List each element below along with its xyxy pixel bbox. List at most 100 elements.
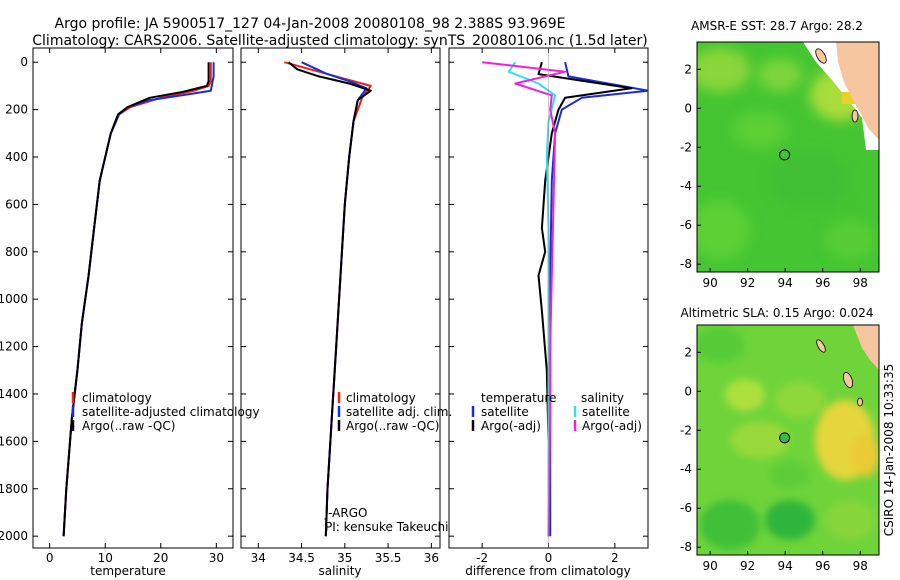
map-y-tick-label: -4 [680,179,692,193]
figure-title-line2: Climatology: CARS2006. Satellite-adjuste… [32,33,647,49]
sst-island [815,48,827,64]
map-x-tick-label: 98 [853,276,868,290]
sla-map-axes: 90 92 94 96 98 2 0 -2 -4 -6 -8 [680,345,868,573]
map-y-tick-label: 0 [684,384,692,398]
pi-label: PI: kensuke Takeuchi [325,520,448,534]
temperature-axes-frame [32,47,234,549]
y-tick-label: 0 [20,55,28,69]
sla-map-title: Altimetric SLA: 0.15 Argo: 0.024 [680,306,873,320]
x-tick-label: -2 [476,551,488,565]
difference-legend-temp-satellite: satellite [481,405,529,419]
map-x-tick-label: 90 [702,276,717,290]
map-x-tick-label: 90 [702,559,717,573]
sla-island [857,397,863,407]
sst-map-title: AMSR-E SST: 28.7 Argo: 28.2 [691,19,863,33]
difference-lines [482,48,648,548]
map-x-tick-label: 96 [815,276,830,290]
salinity-panel: 34 34.5 35 35.5 36 salinity climatology sate… [240,47,452,578]
y-tick-label: 1000 [0,292,28,306]
temperature-xlabel: temperature [90,564,165,578]
figure-title-line1: Argo profile: JA 5900517_127 04-Jan-2008… [55,16,566,32]
salinity-x-axis: 34 34.5 35 35.5 36 [241,48,440,565]
map-x-tick-label: 94 [778,276,793,290]
map-x-tick-label: 92 [740,559,755,573]
y-tick-label: 200 [5,103,28,117]
x-tick-label: 35 [337,551,352,565]
y-tick-label: 400 [5,150,28,164]
temperature-legend-argo: Argo(..raw -QC) [82,419,175,433]
x-tick-label: 10 [98,551,113,565]
sla-map-frame [696,324,880,556]
sst-map-field [697,42,879,272]
sst-island [851,109,859,123]
temperature-lines [62,62,215,537]
sla-shading [697,327,879,550]
map-x-tick-label: 98 [853,559,868,573]
map-y-tick-label: -2 [680,423,692,437]
series-line-satellite [301,61,368,537]
map-x-tick-label: 94 [778,559,793,573]
sla-map-panel: Altimetric SLA: 0.15 Argo: 0.024 90 [680,306,880,573]
map-y-tick-label: -6 [680,501,692,515]
sla-argo-marker [779,432,791,444]
y-tick-label: 2000 [0,529,28,543]
map-y-tick-label: -4 [680,462,692,476]
y-tick-label: 800 [5,245,28,259]
map-y-tick-label: -8 [680,540,692,554]
difference-legend-salinity-title: salinity [581,391,624,405]
sla-map-field [697,325,879,555]
map-y-tick-label: -2 [680,140,692,154]
x-tick-label: 34.5 [288,551,315,565]
difference-legend-sal-satellite: satellite [582,405,630,419]
series-line-salinity-satellite [507,61,557,537]
platform-label: J-ARGO [324,506,367,520]
difference-panel: -2 0 2 difference from climatology tempera… [448,47,649,578]
difference-xlabel: difference from climatology [465,564,631,578]
series-line-argo [287,61,372,537]
temperature-legend-satellite: satellite-adjusted climatology [82,405,260,419]
y-tick-label: 600 [5,197,28,211]
temperature-panel: 0 200 400 600 800 1000 1200 1400 1600 1800 2000 0 1… [0,47,260,578]
difference-legend-temp-argo: Argo(-adj) [481,419,541,433]
map-y-tick-label: 2 [684,62,692,76]
side-label: CSIRO 14-Jan-2008 10:33:35 [882,364,896,536]
y-tick-label: 1800 [0,482,28,496]
difference-legend-temperature-title: temperature [481,391,556,405]
salinity-axes-frame [240,47,441,549]
series-line-temperature-satellite [549,61,648,537]
salinity-lines [284,61,372,537]
difference-legend: temperature satellite Argo(-adj) salinit… [471,391,642,433]
map-y-tick-label: 2 [684,345,692,359]
temperature-legend-climatology: climatology [82,391,152,405]
series-line-temperature-argo [537,61,633,537]
sla-island [816,339,826,353]
difference-legend-sal-argo: Argo(-adj) [582,419,642,433]
series-line-salinity-argo [482,61,567,537]
series-line-argo [62,62,210,537]
y-tick-label: 1600 [0,434,28,448]
y-tick-label: 1400 [0,387,28,401]
temperature-legend: climatology satellite-adjusted climatolo… [71,391,260,433]
salinity-legend: climatology satellite adj. clim. Argo(..… [337,391,452,433]
sst-map-panel: AMSR-E SST: 28.7 Argo: 28.2 90 92 94 96 98 2 0… [680,19,880,290]
sst-land [836,42,879,140]
sla-land [853,325,879,370]
salinity-legend-argo: Argo(..raw -QC) [346,419,439,433]
sla-island [842,371,854,389]
y-tick-label: 1200 [0,340,28,354]
depth-axis: 0 200 400 600 800 1000 1200 1400 1600 1800 2000 [0,55,233,543]
series-line-climatology [284,61,372,537]
x-tick-label: 34 [251,551,266,565]
sst-map-axes: 90 92 94 96 98 2 0 -2 -4 -6 -8 [680,62,868,290]
x-tick-label: 0 [46,551,54,565]
x-tick-label: 0 [545,551,553,565]
temperature-x-axis: 0 10 20 30 [46,48,224,565]
x-tick-label: 30 [209,551,224,565]
salinity-xlabel: salinity [318,564,361,578]
x-tick-label: 20 [153,551,168,565]
sst-argo-marker [779,149,791,161]
map-y-tick-label: -6 [680,218,692,232]
map-x-tick-label: 96 [815,559,830,573]
x-tick-label: 36 [424,551,439,565]
